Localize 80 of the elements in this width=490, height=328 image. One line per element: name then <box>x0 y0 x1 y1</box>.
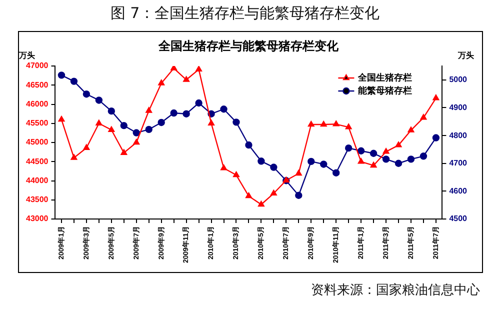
point <box>232 118 240 126</box>
point <box>95 96 103 104</box>
point <box>332 120 340 126</box>
point <box>408 126 414 132</box>
point <box>320 120 327 127</box>
point <box>258 200 264 207</box>
y-tick-label: 47000 <box>26 61 49 70</box>
y-tick-label: 43500 <box>26 195 49 204</box>
y-tick-label: 46500 <box>26 80 49 90</box>
point <box>308 158 315 166</box>
point <box>357 147 365 154</box>
y2-tick-label: 4900 <box>449 102 468 112</box>
chart-subtitle: 图 7：全国生猪存栏与能繁母猪存栏变化 <box>109 4 381 23</box>
point <box>196 66 202 72</box>
chart-title: 全国生猪存栏与能繁母猪存栏变化 <box>158 39 340 53</box>
y-tick-label: 44500 <box>26 156 49 166</box>
text: 资料来源：国家粮油信息中心 <box>310 282 480 300</box>
point <box>394 160 402 167</box>
point <box>370 162 377 168</box>
point <box>70 154 78 160</box>
point <box>245 141 252 149</box>
point <box>108 126 115 132</box>
y-tick-label: 45500 <box>26 118 49 128</box>
point <box>382 148 390 154</box>
point <box>182 110 190 118</box>
point <box>195 99 202 107</box>
legend-label: 能繁母猪存栏 <box>358 85 412 96</box>
point <box>158 118 165 126</box>
y-tick-label: 45000 <box>26 138 49 147</box>
point <box>270 190 277 196</box>
point <box>220 164 227 170</box>
y2-tick-label: 4600 <box>449 186 468 196</box>
point <box>246 192 252 198</box>
y2-tick-label: 4500 <box>449 214 468 224</box>
y-axis-title: 万头 <box>18 51 35 60</box>
point <box>83 144 90 150</box>
point <box>308 120 314 127</box>
point <box>120 122 128 130</box>
point <box>58 72 66 79</box>
point <box>432 134 440 142</box>
point <box>358 158 364 164</box>
y2-tick-label: 5000 <box>449 75 468 84</box>
point <box>344 144 352 152</box>
point <box>183 76 190 82</box>
point <box>420 152 428 160</box>
y-tick-label: 43000 <box>26 214 49 224</box>
point <box>96 120 102 126</box>
point <box>432 94 440 100</box>
y2-tick-label: 4700 <box>449 158 468 168</box>
point <box>58 116 65 122</box>
point <box>120 149 128 155</box>
legend-label: 全国生猪存栏 <box>357 72 412 84</box>
y-tick-label: 46000 <box>26 99 49 108</box>
point <box>133 138 140 145</box>
point <box>295 192 302 199</box>
point <box>295 170 302 176</box>
point <box>82 90 90 98</box>
point <box>132 129 140 136</box>
point <box>407 156 415 163</box>
point <box>208 120 214 126</box>
y2-tick-label: 4800 <box>449 130 468 140</box>
point <box>170 109 178 117</box>
point <box>420 114 427 120</box>
point <box>70 78 78 85</box>
point <box>258 158 265 165</box>
point <box>395 142 402 148</box>
y2-axis-title: 万头 <box>457 51 474 60</box>
y-tick-label: 44000 <box>26 176 49 185</box>
point <box>370 150 378 157</box>
point <box>382 156 390 163</box>
point <box>345 124 352 130</box>
point <box>146 107 152 113</box>
point <box>220 106 228 113</box>
point <box>332 169 340 176</box>
point <box>320 160 328 168</box>
point <box>158 80 165 86</box>
point <box>270 164 278 171</box>
point <box>145 126 152 134</box>
point <box>108 107 116 115</box>
point <box>233 171 240 178</box>
